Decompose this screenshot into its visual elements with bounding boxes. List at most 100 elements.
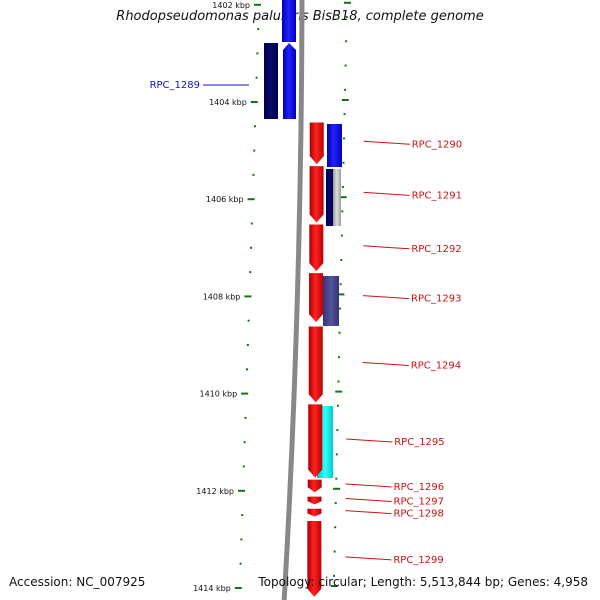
tick-mark-right [335,390,343,393]
tick-dot [344,88,347,91]
tick-dot [340,258,343,261]
gene-label-rpc_1299: RPC_1299 [393,555,443,566]
tick-dot [345,40,348,43]
kbp-tick-label: 1412 kbp [196,487,234,496]
tick-dot [239,562,242,565]
tick-dot [335,477,338,480]
gene-label-rpc_1295: RPC_1295 [394,437,444,448]
tick-dot [252,173,255,176]
gene-arrow-rpc_1299 [307,520,322,597]
tick-mark-right [333,487,340,490]
feature-blue-1289 [283,43,296,119]
tick-dot [338,331,341,334]
tick-dot [250,246,252,249]
tick-dot [339,283,342,286]
gene-callout-line [345,498,392,503]
tick-dot [334,526,337,529]
gene-arrow-rpc_1290 [309,122,324,165]
gene-callout-line [345,483,392,488]
feature-track [264,0,342,478]
gene-label-rpc_1294: RPC_1294 [411,360,461,371]
tick-dot [344,64,347,67]
gene-callout-line [346,438,393,443]
kbp-labels: 1402 kbp 1404 kbp 1406 kbp 1408 kbp 1410 kbp… [193,1,261,593]
tick-mark-right [341,99,349,101]
tick-dot [246,344,249,346]
kbp-tick-label: 1404 kbp [209,98,247,107]
gene-arrow-rpc_1292 [309,224,324,272]
feature-navy-1291 [326,169,333,226]
tick-dot [336,429,339,432]
tick-dot [246,368,248,371]
gene-callout-line [362,361,409,366]
tick-dot [247,319,250,322]
gene-arrow-rpc_1293 [309,273,324,323]
gene-label-rpc_1290: RPC_1290 [412,139,462,150]
kbp-tick-mark [234,587,242,589]
gene-callout-line [345,510,392,515]
gene-arrow-rpc_1291 [309,166,324,223]
tick-dot [257,28,260,31]
tick-dot [241,514,244,517]
tick-dot [341,186,344,189]
tick-dot [342,161,345,164]
tick-dot [336,404,339,407]
summary-text: Topology: circular; Length: 5,513,844 bp… [258,575,588,589]
tick-dot [334,501,337,504]
tick-dot [337,380,340,383]
feature-navy-1289 [264,43,278,119]
gene-arrow-rpc_1294 [308,326,323,403]
gene-label-rpc_1292: RPC_1292 [411,244,461,255]
gene-callout-line [363,191,410,196]
tick-dot [338,356,341,359]
gene-arrow-rpc_1295 [308,404,323,478]
tick-dot [256,52,259,55]
tick-dot [342,137,345,140]
tick-dot [250,222,253,225]
gene-label-rpc_1289: RPC_1289 [150,80,200,91]
tick-dot [243,441,246,444]
kbp-tick-mark [250,101,258,103]
tick-dot [244,416,247,419]
gene-arrow-rpc_1297 [307,496,322,505]
tick-mark-right [337,293,345,296]
gene-callout-line [363,245,410,250]
tick-mark-right [344,1,351,4]
gene-labels: RPC_1289 RPC_1290 RPC_1291 RPC_1292 RPC_1293… [150,80,463,566]
kbp-tick-mark [241,392,249,395]
gene-arrows [307,122,324,597]
tick-dot [339,307,342,310]
tick-dot [333,550,336,553]
kbp-tick-label: 1410 kbp [199,390,237,399]
gene-callout-line [363,295,410,300]
gene-label-rpc_1293: RPC_1293 [411,294,461,305]
tick-dots-right [330,1,351,587]
kbp-tick-label: 1408 kbp [203,292,241,301]
kbp-tick-mark [254,3,261,6]
tick-dot [340,234,343,237]
gene-label-rpc_1296: RPC_1296 [394,482,444,493]
tick-dot [254,125,256,128]
tick-mark-right [330,585,338,587]
feature-blue-top [282,0,296,42]
gene-label-rpc_1291: RPC_1291 [412,190,462,201]
gene-callout-line [363,140,410,145]
genome-backbone [281,0,305,600]
tick-mark-right [339,196,347,199]
kbp-tick-label: 1402 kbp [212,1,250,10]
tick-dot [249,271,252,274]
feature-slate-1293 [323,276,339,326]
tick-dots-left [239,28,260,565]
tick-dot [253,149,256,152]
tick-dot [255,76,258,79]
kbp-tick-mark [247,198,255,201]
feature-blue-1290 [327,124,342,167]
tick-dot [335,453,338,456]
gene-label-rpc_1297: RPC_1297 [394,497,444,508]
gene-label-rpc_1298: RPC_1298 [393,509,443,520]
tick-dot [345,15,348,18]
tick-dot [240,538,243,541]
kbp-tick-mark [244,295,252,298]
gene-arrow-rpc_1298 [307,508,322,517]
